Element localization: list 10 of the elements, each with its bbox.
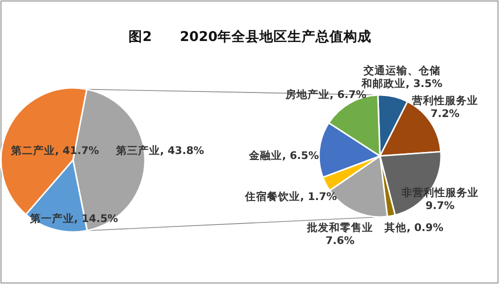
data-label: 7.6% — [325, 235, 356, 247]
slice-label: 营利性服务业 — [411, 94, 478, 107]
slice-label: 批发和零售业 — [306, 221, 373, 234]
slice-label: 交通运输、仓储和邮政业, 3.5% — [360, 64, 443, 90]
slice-label: 其他, 0.9% — [384, 221, 444, 234]
data-label: 9.7% — [425, 200, 456, 212]
slice-label: 住宿餐饮业, 1.7% — [244, 190, 338, 203]
data-label: 7.2% — [430, 108, 460, 120]
text: 图2 2020年全县地区生产总值构成 — [128, 28, 372, 45]
slice-label: 金融业, 6.5% — [248, 149, 320, 162]
